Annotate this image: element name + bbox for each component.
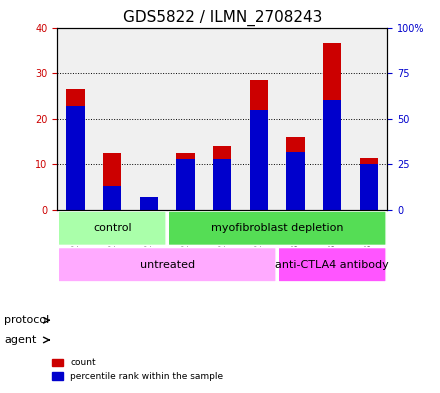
Bar — [140, 206, 158, 210]
Bar — [286, 152, 305, 210]
FancyBboxPatch shape — [58, 211, 166, 245]
FancyBboxPatch shape — [279, 248, 386, 282]
Text: untreated: untreated — [139, 260, 195, 270]
Bar — [323, 101, 341, 210]
Bar — [250, 110, 268, 210]
Bar — [360, 158, 378, 210]
FancyBboxPatch shape — [168, 211, 386, 245]
Legend: count, percentile rank within the sample: count, percentile rank within the sample — [48, 355, 227, 385]
Bar — [176, 159, 194, 210]
FancyBboxPatch shape — [58, 248, 276, 282]
Bar — [103, 153, 121, 210]
Text: myofibroblast depletion: myofibroblast depletion — [211, 223, 344, 233]
Bar — [66, 89, 85, 210]
Title: GDS5822 / ILMN_2708243: GDS5822 / ILMN_2708243 — [122, 10, 322, 26]
Bar — [286, 137, 305, 210]
Bar — [213, 159, 231, 210]
Bar — [213, 146, 231, 210]
Bar — [103, 186, 121, 210]
Text: protocol: protocol — [4, 315, 50, 325]
Text: control: control — [93, 223, 132, 233]
Text: anti-CTLA4 antibody: anti-CTLA4 antibody — [275, 260, 389, 270]
Bar — [140, 197, 158, 210]
Bar — [66, 106, 85, 210]
Bar — [176, 153, 194, 210]
Bar — [360, 164, 378, 210]
Text: agent: agent — [4, 335, 37, 345]
Bar — [323, 44, 341, 210]
Bar — [250, 80, 268, 210]
